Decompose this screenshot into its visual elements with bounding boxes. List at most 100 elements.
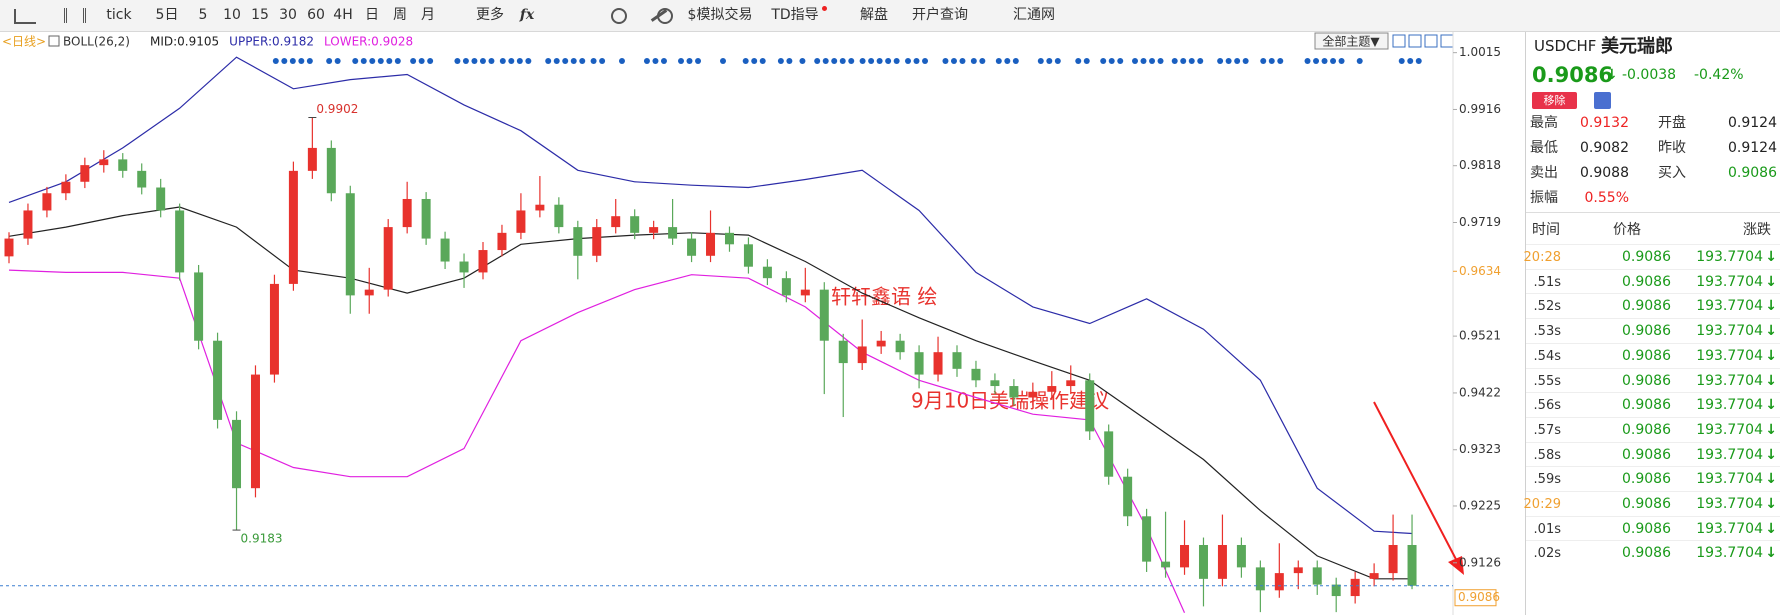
remove-label[interactable]: 移除 bbox=[1543, 94, 1566, 107]
symbol-name: 美元瑞郎 bbox=[1601, 36, 1673, 57]
candle-body bbox=[23, 210, 33, 239]
theme-button[interactable] bbox=[1314, 32, 1389, 50]
toolbar-item[interactable]: 5 bbox=[198, 7, 208, 23]
candle-icon[interactable] bbox=[64, 8, 86, 23]
symbol: USDCHF bbox=[1534, 37, 1597, 55]
toolbar-item[interactable]: 60 bbox=[307, 7, 325, 23]
toolbar-item[interactable]: 周 bbox=[393, 7, 407, 23]
toolbar-item[interactable]: 15 bbox=[251, 7, 269, 23]
signal-dot bbox=[488, 58, 495, 64]
time: .55s bbox=[1533, 373, 1561, 389]
time: .01s bbox=[1533, 521, 1561, 537]
toolbar-item[interactable]: 日 bbox=[365, 7, 379, 23]
signal-dot bbox=[1037, 58, 1044, 64]
candle-body bbox=[250, 374, 260, 489]
trade-row: 20:29 0.9086 193.7704 ↓ bbox=[1523, 491, 1780, 517]
toolbar-item[interactable]: 4H bbox=[333, 7, 353, 23]
toolbar-item[interactable]: fx bbox=[519, 7, 535, 23]
signal-dot bbox=[1268, 58, 1275, 64]
toolbar-item[interactable]: 解盘 bbox=[860, 7, 888, 23]
change: 193.7704 bbox=[1696, 446, 1763, 463]
toolbar: tick 5日 5 10 15 30 60 4H 日周月 更多 fx $模拟交易 TD指导 解盘 开户查询 汇… bbox=[0, 0, 1780, 32]
signal-dot bbox=[1140, 58, 1147, 64]
candle-body bbox=[762, 266, 772, 279]
down-icon: ↓ bbox=[1765, 298, 1777, 315]
toolbar-item[interactable]: 开户查询 bbox=[912, 7, 968, 23]
candle-body bbox=[592, 227, 602, 256]
candle-body bbox=[535, 204, 545, 211]
signal-dot bbox=[427, 58, 434, 64]
remove-button[interactable]: 移除 bbox=[1532, 92, 1577, 109]
signal-dot bbox=[272, 58, 279, 64]
signal-dot bbox=[418, 58, 425, 64]
trade-row: .57s 0.9086 193.7704 ↓ bbox=[1526, 416, 1780, 443]
time: .59s bbox=[1533, 472, 1561, 488]
change: 193.7704 bbox=[1696, 421, 1763, 438]
header-cell: 价格 bbox=[1613, 222, 1641, 238]
signal-dot bbox=[553, 58, 560, 64]
boll-line bbox=[8, 206, 1412, 580]
time: .56s bbox=[1533, 398, 1561, 414]
toolbar-item[interactable]: 10 bbox=[223, 7, 241, 23]
signal-dot bbox=[1234, 58, 1241, 64]
signal-dot bbox=[1338, 58, 1345, 64]
toolbar-item[interactable]: 30 bbox=[279, 7, 297, 23]
candle-body bbox=[80, 165, 90, 182]
trade-row: .56s 0.9086 193.7704 ↓ bbox=[1526, 392, 1780, 418]
price: 0.9086 bbox=[1622, 397, 1671, 414]
candle-body bbox=[345, 193, 355, 296]
toolbar-item[interactable]: 5日 bbox=[155, 7, 179, 23]
candle-body bbox=[914, 352, 924, 375]
stat-label: 振幅 bbox=[1530, 190, 1558, 206]
signal-dot bbox=[893, 58, 900, 64]
toolbar-item[interactable]: $模拟交易 bbox=[687, 7, 753, 23]
boll-line bbox=[8, 269, 1186, 613]
candle-body bbox=[61, 181, 71, 194]
time: 20:29 bbox=[1523, 497, 1561, 512]
trade-row: .55s 0.9086 193.7704 ↓ bbox=[1526, 367, 1780, 394]
toolbar-item[interactable]: tick bbox=[106, 7, 132, 23]
candle-body bbox=[1161, 561, 1171, 568]
change: 193.7704 bbox=[1696, 545, 1763, 562]
zoom-out[interactable] bbox=[611, 8, 627, 24]
signal-dot bbox=[942, 58, 949, 64]
annotation: 轩轩鑫语 绘 bbox=[831, 285, 937, 309]
boll-line bbox=[8, 56, 1413, 535]
candle-body bbox=[99, 159, 109, 166]
signal-dot bbox=[471, 58, 478, 64]
alert-button[interactable] bbox=[1594, 92, 1611, 109]
arrow-head bbox=[1448, 556, 1464, 575]
toolbar-item[interactable]: 汇通网 bbox=[1013, 7, 1055, 23]
chart-type-icon[interactable] bbox=[14, 9, 36, 24]
toolbar-item[interactable]: TD指导 bbox=[771, 7, 819, 23]
signal-dot bbox=[1054, 58, 1061, 64]
toolbar-item[interactable]: 更多 bbox=[476, 7, 504, 23]
signal-dot bbox=[599, 58, 606, 64]
candle-body bbox=[288, 170, 298, 284]
signal-dot bbox=[306, 58, 313, 64]
signal-dot bbox=[1171, 58, 1178, 64]
change: 193.7704 bbox=[1696, 397, 1763, 414]
signal-dot bbox=[326, 58, 333, 64]
candle-body bbox=[668, 227, 678, 239]
candle-body bbox=[1350, 578, 1360, 597]
signal-dot bbox=[848, 58, 855, 64]
candle-body bbox=[554, 204, 564, 228]
price: 0.9086 bbox=[1622, 446, 1671, 463]
candle-body bbox=[1312, 567, 1322, 585]
stat-value: 0.9086 bbox=[1728, 165, 1777, 181]
signal-dot bbox=[289, 58, 296, 64]
signal-dot bbox=[1149, 58, 1156, 64]
theme-button-label[interactable]: 全部主题▼ bbox=[1322, 34, 1380, 49]
signal-dot bbox=[822, 58, 829, 64]
signal-dot bbox=[686, 58, 693, 64]
candle-body bbox=[1369, 573, 1379, 579]
signal-dot bbox=[742, 58, 749, 64]
price: 0.9086 bbox=[1622, 347, 1671, 364]
signal-dot bbox=[1075, 58, 1082, 64]
candle-body bbox=[1255, 567, 1265, 591]
candle-body bbox=[1274, 573, 1284, 591]
signal-dot bbox=[590, 58, 597, 64]
toolbar-item[interactable]: 月 bbox=[421, 7, 435, 23]
stat-label: 最低 bbox=[1530, 140, 1558, 156]
